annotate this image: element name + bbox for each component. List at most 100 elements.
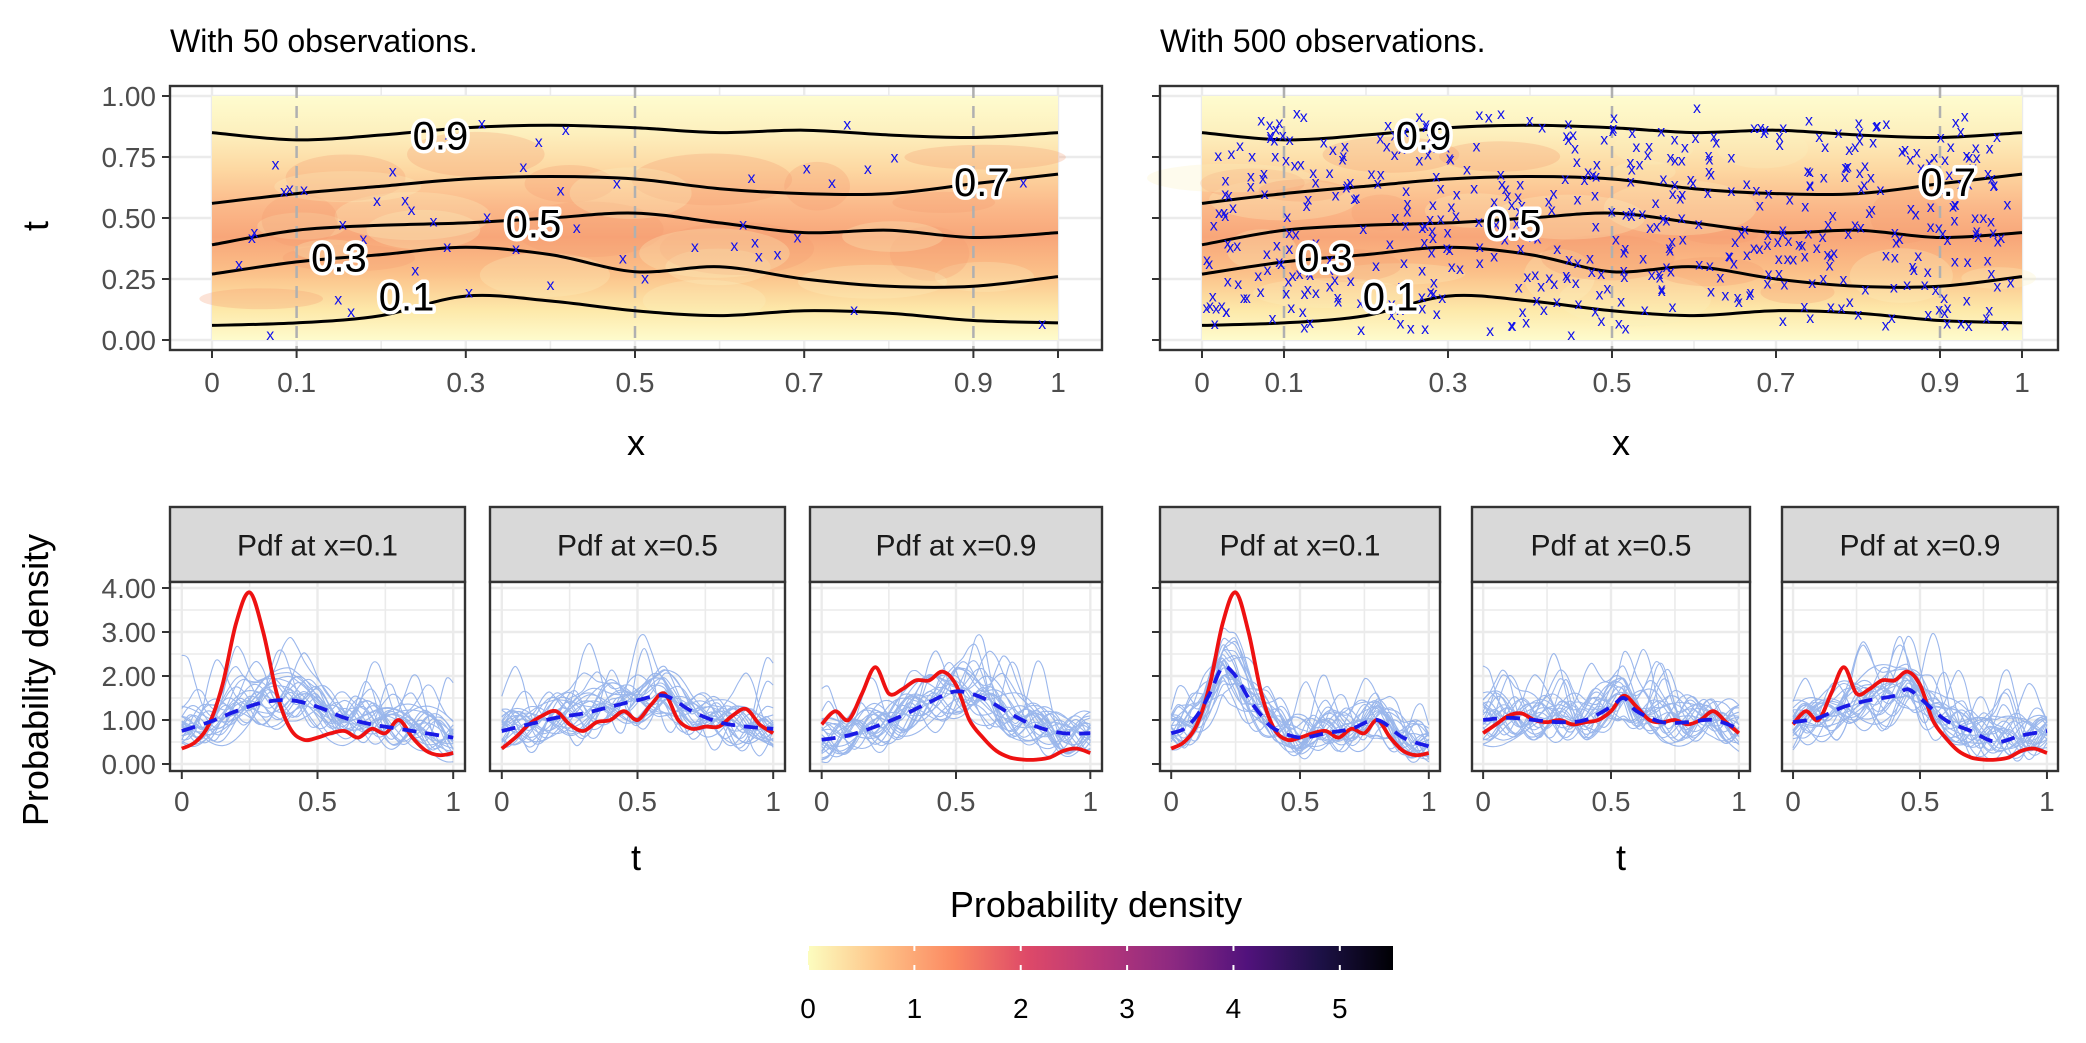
- x-tick-label: 1: [1050, 367, 1066, 398]
- observation-point: x: [1418, 220, 1426, 237]
- observation-point: x: [1588, 264, 1596, 281]
- observation-point: x: [339, 217, 347, 234]
- observation-point: x: [1305, 264, 1313, 281]
- observation-point: x: [1784, 251, 1792, 268]
- observation-point: x: [1727, 150, 1735, 167]
- observation-point: x: [1826, 257, 1834, 274]
- observation-point: x: [1224, 236, 1232, 253]
- observation-point: x: [445, 127, 453, 144]
- observation-point: x: [1987, 266, 1995, 283]
- observation-point: x: [1424, 146, 1432, 163]
- observation-point: x: [573, 220, 581, 237]
- sample-curve: [821, 650, 1091, 754]
- observation-point: x: [1844, 226, 1852, 243]
- sample-curve: [1792, 685, 2048, 753]
- y-tick-label: 0.00: [102, 749, 157, 780]
- x-tick-label: 0.1: [277, 367, 316, 398]
- observation-point: x: [1941, 305, 1949, 322]
- observation-point: x: [1805, 112, 1813, 129]
- observation-point: x: [357, 242, 365, 259]
- density-blob: [1351, 194, 1412, 231]
- facet-lines: [820, 634, 1091, 764]
- observation-point: x: [1326, 165, 1334, 182]
- y-tick-label: 0.00: [102, 325, 157, 356]
- observation-point: x: [1331, 272, 1339, 289]
- density-blob: [199, 288, 323, 310]
- observation-point: x: [1622, 321, 1630, 338]
- observation-point: x: [891, 150, 899, 167]
- observation-point: x: [1591, 303, 1599, 320]
- observation-point: x: [1215, 205, 1223, 222]
- observation-point: x: [1820, 169, 1828, 186]
- observation-point: x: [1388, 296, 1396, 313]
- observation-point: x: [1214, 148, 1222, 165]
- density-blob: [659, 221, 815, 276]
- observation-point: x: [1418, 262, 1426, 279]
- y-tick-label: 0.50: [102, 203, 157, 234]
- observation-point: x: [1393, 300, 1401, 317]
- observation-point: x: [828, 175, 836, 192]
- observation-point: x: [1795, 236, 1803, 253]
- observation-point: x: [1476, 239, 1484, 256]
- observation-point: x: [1971, 210, 1979, 227]
- density-blob: [797, 264, 948, 299]
- observation-point: x: [1857, 219, 1865, 236]
- density-blob: [1541, 234, 1675, 281]
- observation-point: x: [1743, 176, 1751, 193]
- observation-point: x: [1572, 275, 1580, 292]
- observation-point: x: [1401, 124, 1409, 141]
- x-tick-label: 0.5: [298, 786, 337, 817]
- panel-title: With 50 observations.: [170, 23, 478, 59]
- observation-point: x: [1533, 292, 1541, 309]
- observation-point: x: [1203, 300, 1211, 317]
- contour-0.5: [211, 211, 1059, 247]
- sample-curve: [821, 674, 1091, 758]
- observation-point: x: [1760, 125, 1768, 142]
- observation-point: x: [1357, 322, 1365, 339]
- observation-point: x: [1352, 190, 1360, 207]
- observation-point: x: [1924, 264, 1932, 281]
- observation-point: x: [1313, 255, 1321, 272]
- observation-point: x: [2003, 197, 2011, 214]
- observation-point: x: [1304, 281, 1312, 298]
- observation-point: x: [1326, 252, 1334, 269]
- pdf-facets-1: Pdf at x=0.10 0.5 10.001.002.003.004.00Pdf…: [15, 505, 1104, 878]
- observation-point: x: [1835, 125, 1843, 142]
- observation-point: x: [1678, 153, 1686, 170]
- observation-point: x: [1209, 289, 1217, 306]
- observation-point: x: [1961, 173, 1969, 190]
- observation-point: x: [1222, 173, 1230, 190]
- observation-point: x: [1428, 223, 1436, 240]
- observation-point: x: [1418, 300, 1426, 317]
- observation-point: x: [1984, 165, 1992, 182]
- sample-curve: [1792, 679, 2048, 744]
- colorbar-tick-label: 5: [1332, 993, 1348, 1024]
- legend-title: Probability density: [950, 884, 1242, 925]
- x-tick-label: 0.5: [618, 786, 657, 817]
- observation-point: x: [1236, 138, 1244, 155]
- density-blob: [892, 191, 996, 214]
- observation-point: x: [1845, 142, 1853, 159]
- observation-point: x: [1964, 163, 1972, 180]
- observation-point: x: [1913, 144, 1921, 161]
- mean-pdf-line: [181, 698, 454, 740]
- true-pdf-line: [820, 665, 1091, 762]
- facet-2: Pdf at x=0.5 0 0.5 1: [1470, 505, 1752, 817]
- observation-point: x: [1750, 120, 1758, 137]
- observation-point: x: [1681, 139, 1689, 156]
- density-blob: [934, 261, 1035, 292]
- panel-title: With 500 observations.: [1160, 23, 1486, 59]
- sample-curve: [181, 645, 454, 734]
- observation-point: x: [1841, 169, 1849, 186]
- observation-point: x: [1426, 130, 1434, 147]
- observation-point: x: [1734, 289, 1742, 306]
- observation-point: x: [1882, 116, 1890, 133]
- observation-point: x: [1476, 255, 1484, 272]
- observation-point: x: [1930, 150, 1938, 167]
- posterior-samples: [1792, 632, 2048, 762]
- observation-point: x: [1519, 304, 1527, 321]
- observation-point: x: [1932, 282, 1940, 299]
- observation-point: x: [1806, 310, 1814, 327]
- observation-point: x: [1843, 160, 1851, 177]
- observation-point: x: [1658, 283, 1666, 300]
